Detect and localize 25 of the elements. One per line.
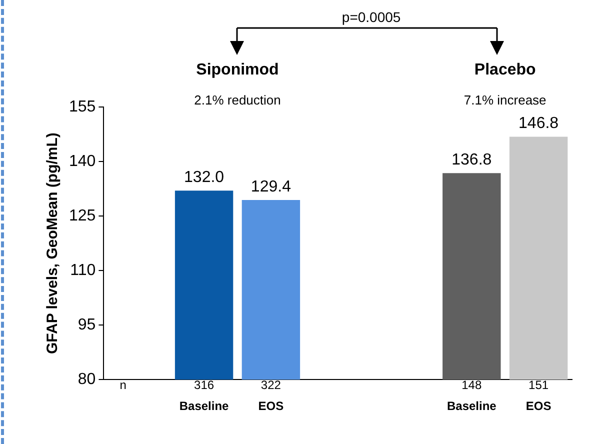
y-tick-label: 95 — [78, 316, 96, 334]
annotation: 7.1% increase — [464, 92, 546, 108]
y-tick-label: 155 — [68, 98, 96, 116]
data-label: 129.4 — [250, 178, 292, 196]
text: p=0.0005 — [342, 8, 401, 25]
data-label: 146.8 — [518, 115, 559, 132]
x-tick-label: EOS — [526, 399, 552, 414]
x-tick-label: EOS — [258, 399, 284, 414]
x-tick-label: Baseline — [446, 399, 497, 414]
annotation: 2.1% reduction — [194, 92, 281, 108]
text: Placebo — [474, 61, 536, 78]
annotation: 316 — [194, 378, 214, 392]
y-tick-label: 80 — [78, 371, 96, 388]
x-tick-label: Baseline — [179, 399, 230, 414]
y-tick-label: 140 — [68, 152, 96, 170]
annotation: 151 — [528, 378, 549, 392]
y-tick-label: 110 — [70, 262, 96, 279]
y-axis-title: GFAP levels, GeoMean (pg/mL) — [44, 132, 62, 354]
y-tick-label: 125 — [68, 207, 96, 224]
annotation: n — [120, 378, 126, 392]
data-label: 132.0 — [184, 169, 224, 186]
data-label: 136.8 — [452, 152, 492, 169]
annotation: 322 — [260, 378, 282, 392]
annotation: 148 — [462, 378, 482, 392]
text: Siponimod — [196, 61, 279, 78]
